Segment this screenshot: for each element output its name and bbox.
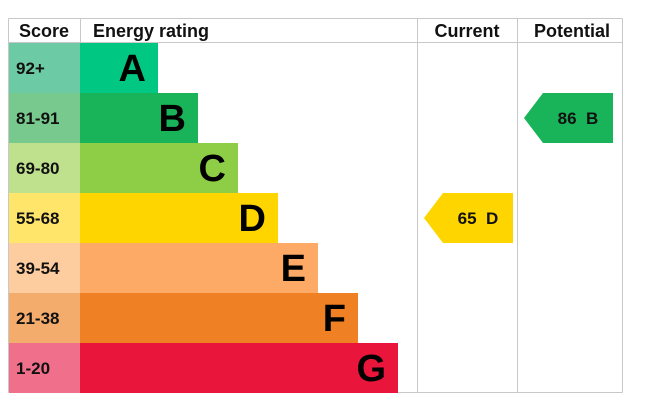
rating-bands: 92+ A 81-91 B 69-80 C 55-68 D 39-54 E 21-38 F 1-20 G [9, 43, 398, 393]
band-bar-a [80, 43, 158, 93]
band-bar-b [80, 93, 198, 143]
score-cell-b [9, 93, 80, 143]
score-cell-c [9, 143, 80, 193]
rating-arrows: 65 D 86 B [424, 93, 613, 243]
band-bar-c [80, 143, 238, 193]
band-letter-d: D [239, 198, 266, 240]
score-label-a: 92+ [16, 59, 45, 78]
score-label-c: 69-80 [16, 159, 59, 178]
score-header: Score [19, 21, 69, 41]
score-label-d: 55-68 [16, 209, 59, 228]
current-rating-label: 65 D [458, 209, 499, 228]
score-label-e: 39-54 [16, 259, 60, 278]
score-label-b: 81-91 [16, 109, 59, 128]
potential-rating-label: 86 B [558, 109, 599, 128]
band-letter-b: B [159, 98, 186, 140]
score-label-f: 21-38 [16, 309, 59, 328]
band-bar-g [80, 343, 398, 393]
score-cell-d [9, 193, 80, 243]
potential-header: Potential [534, 21, 610, 41]
score-label-g: 1-20 [16, 359, 50, 378]
band-letter-c: C [199, 148, 226, 190]
band-letter-f: F [323, 298, 346, 340]
score-cell-g [9, 343, 80, 393]
score-cell-f [9, 293, 80, 343]
band-bar-d [80, 193, 278, 243]
score-cell-e [9, 243, 80, 293]
potential-rating-arrow [524, 93, 613, 143]
band-letter-g: G [356, 348, 386, 390]
band-letter-e: E [281, 248, 306, 290]
current-rating-arrow [424, 193, 513, 243]
energy-rating-header: Energy rating [93, 21, 209, 41]
band-letter-a: A [119, 48, 146, 90]
score-cell-a [9, 43, 80, 93]
current-header: Current [434, 21, 499, 41]
band-bar-f [80, 293, 358, 343]
band-bar-e [80, 243, 318, 293]
